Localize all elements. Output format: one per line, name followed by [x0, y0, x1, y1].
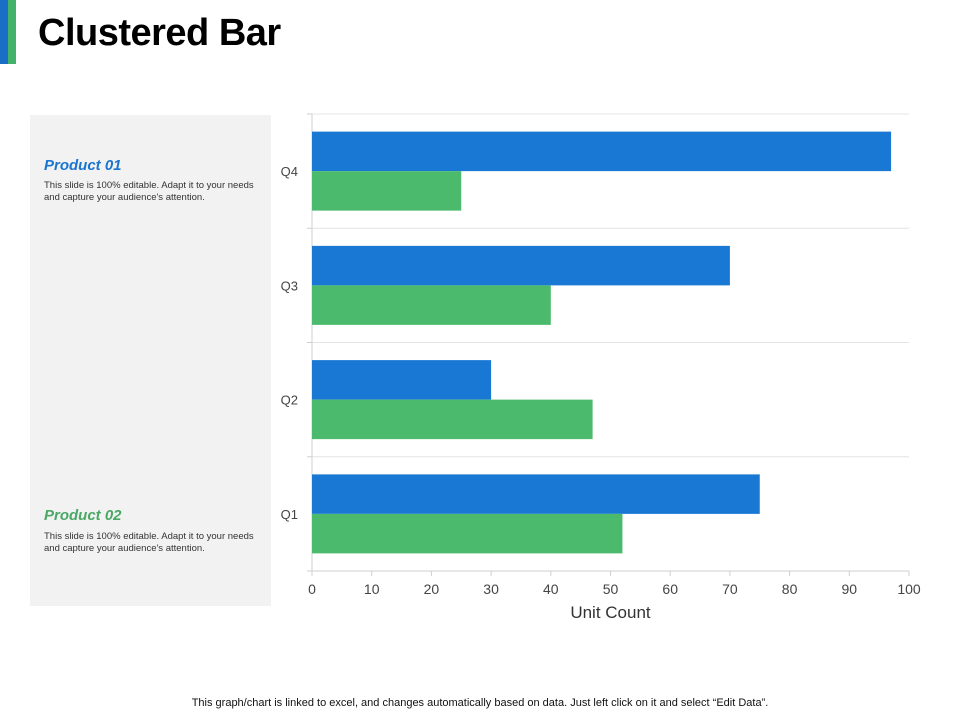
- bar-product-02-q2[interactable]: [312, 399, 593, 440]
- y-tick-label: Q1: [281, 507, 298, 522]
- x-tick-label: 60: [662, 581, 678, 597]
- footer-note: This graph/chart is linked to excel, and…: [191, 697, 769, 709]
- title-accent-bar: [0, 0, 16, 64]
- accent-bar-green: [8, 0, 16, 64]
- bar-product-01-q3[interactable]: [312, 245, 730, 286]
- x-tick-label: 70: [722, 581, 738, 597]
- x-tick-label: 20: [424, 581, 440, 597]
- bar-product-01-q4[interactable]: [312, 131, 892, 172]
- product-02-description: This slide is 100% editable. Adapt it to…: [44, 531, 254, 554]
- bar-product-02-q3[interactable]: [312, 285, 551, 325]
- product-01-description: This slide is 100% editable. Adapt it to…: [44, 180, 254, 203]
- y-tick-label: Q3: [281, 278, 298, 293]
- bar-product-01-q1[interactable]: [312, 474, 760, 514]
- x-tick-label: 40: [543, 581, 559, 597]
- y-tick-label: Q4: [281, 164, 298, 179]
- x-tick-label: 0: [308, 581, 316, 597]
- x-tick-label: 100: [897, 581, 921, 597]
- product-01-title: Product 01: [44, 157, 122, 174]
- y-tick-label: Q2: [281, 393, 298, 408]
- x-tick-label: 90: [842, 581, 858, 597]
- x-axis-title: Unit Count: [570, 603, 651, 622]
- x-tick-label: 10: [364, 581, 380, 597]
- bar-product-02-q1[interactable]: [312, 513, 623, 554]
- page-title: Clustered Bar: [38, 12, 281, 54]
- accent-bar-blue: [0, 0, 8, 64]
- legend-panel: Product 01 This slide is 100% editable. …: [30, 115, 271, 606]
- product-02-title: Product 02: [44, 507, 122, 524]
- x-tick-label: 50: [603, 581, 619, 597]
- bar-product-01-q2[interactable]: [312, 360, 492, 400]
- x-tick-label: 80: [782, 581, 798, 597]
- bar-product-02-q4[interactable]: [312, 171, 462, 211]
- x-tick-label: 30: [483, 581, 499, 597]
